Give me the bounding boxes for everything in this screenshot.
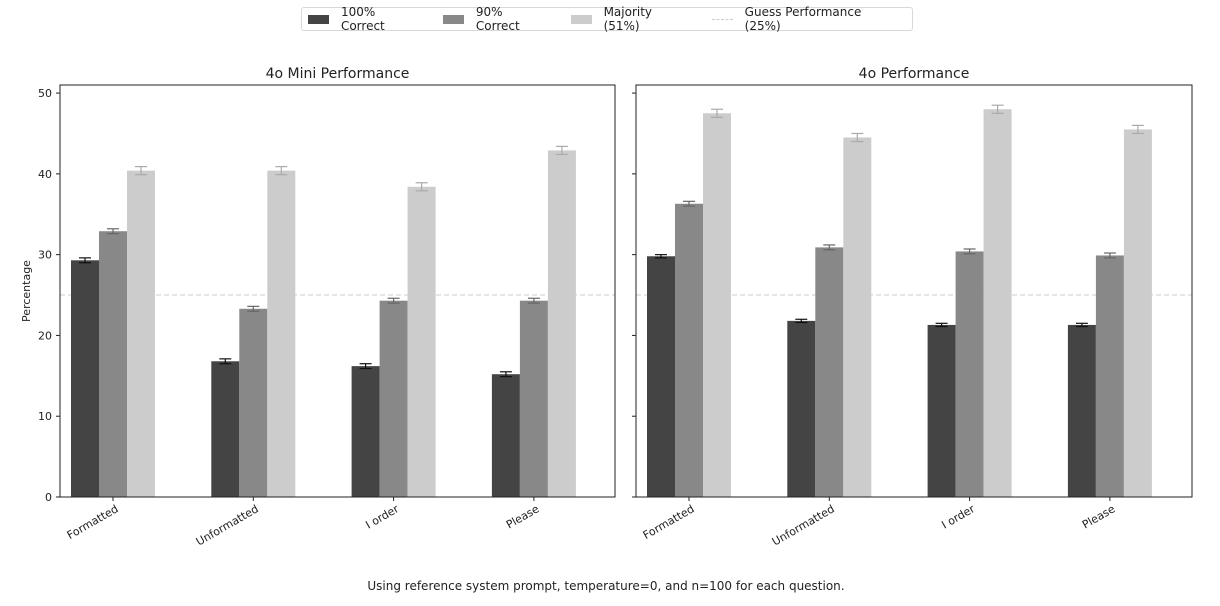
bar-majority-51- <box>983 109 1012 497</box>
y-axis-label: Percentage <box>20 260 33 322</box>
bar-90-correct <box>99 231 127 497</box>
bar-100-correct <box>351 366 380 497</box>
legend-label: 100% Correct <box>340 5 385 33</box>
legend-swatch-guess-line <box>711 18 733 20</box>
bar-majority-51- <box>267 170 296 497</box>
y-tick-label: 30 <box>38 249 52 262</box>
bar-100-correct <box>211 361 240 497</box>
legend-label: Guess Performance (25%) <box>744 5 862 33</box>
bar-90-correct <box>379 300 408 497</box>
y-tick-label: 50 <box>38 87 52 100</box>
bar-majority-51- <box>703 113 731 498</box>
x-tick-label: I order <box>939 502 977 532</box>
bar-90-correct <box>675 203 703 498</box>
legend-label: 90% Correct <box>475 5 520 33</box>
bar-90-correct <box>519 300 548 497</box>
bar-majority-51- <box>1123 129 1152 497</box>
legend-swatch-100-correct <box>308 14 329 24</box>
x-tick-label: Formatted <box>65 502 121 542</box>
bar-90-correct <box>955 251 984 497</box>
figure-caption: Using reference system prompt, temperatu… <box>367 579 845 593</box>
bar-100-correct <box>647 256 675 497</box>
x-tick-label: Please <box>1080 502 1118 531</box>
legend-label: Majority (51%) <box>603 5 653 33</box>
bar-majority-51- <box>407 186 436 497</box>
plot-frame <box>635 84 1193 498</box>
bar-majority-51- <box>127 170 155 497</box>
plot-frame <box>59 84 616 498</box>
bar-100-correct <box>927 324 956 497</box>
y-tick-label: 20 <box>38 329 52 342</box>
bar-90-correct <box>1095 255 1124 497</box>
y-tick-label: 0 <box>45 491 52 504</box>
bar-100-correct <box>71 260 99 497</box>
x-tick-label: Unformatted <box>770 502 837 548</box>
bar-100-correct <box>1067 324 1096 497</box>
bar-90-correct <box>815 247 844 497</box>
x-tick-label: Formatted <box>641 502 697 542</box>
panel-title: 4o Mini Performance <box>266 66 410 82</box>
bar-100-correct <box>491 374 520 497</box>
legend-item-majority: Majority (51%) <box>570 5 688 33</box>
legend-item-90-correct: 90% Correct <box>442 5 547 33</box>
bar-90-correct <box>239 308 268 497</box>
x-tick-label: Unformatted <box>194 502 261 548</box>
panel-title: 4o Performance <box>859 66 970 82</box>
y-tick-label: 40 <box>38 168 52 181</box>
y-tick-label: 10 <box>38 410 52 423</box>
bar-majority-51- <box>843 137 872 497</box>
x-tick-label: Please <box>504 502 542 531</box>
x-tick-label: I order <box>363 502 401 532</box>
legend-swatch-majority <box>570 14 592 24</box>
legend-item-100-correct: 100% Correct <box>308 5 419 33</box>
legend-item-guess: Guess Performance (25%) <box>711 5 894 33</box>
legend: 100% Correct 90% Correct Majority (51%) … <box>301 5 913 33</box>
bar-100-correct <box>787 320 816 497</box>
bar-majority-51- <box>547 150 576 497</box>
legend-swatch-90-correct <box>442 14 464 24</box>
